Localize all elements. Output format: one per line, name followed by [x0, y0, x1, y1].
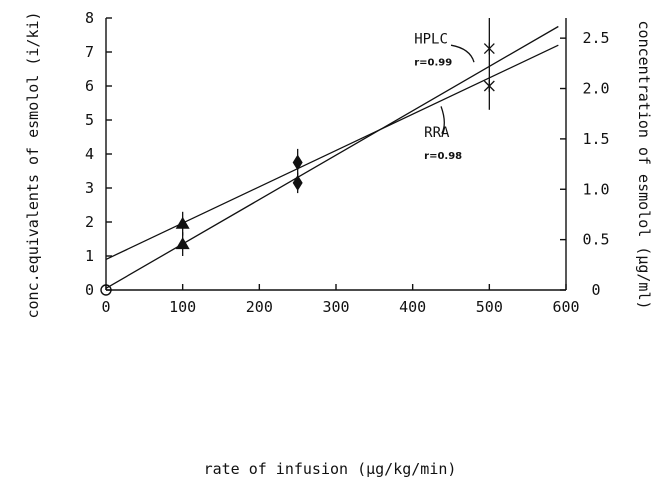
r-value-label-1: r=0.99	[414, 58, 452, 69]
fit-line-rra	[105, 44, 559, 260]
diamond-point-1	[292, 174, 303, 191]
x-tick-label-6: 600	[552, 298, 579, 316]
x-tick-label-0: 0	[101, 298, 110, 316]
y2-tick-label-0: 0	[591, 281, 600, 299]
diamond-point-0	[292, 154, 303, 171]
triangle-point-0	[175, 216, 190, 229]
ticks: 0 100 200 300 400 500 600 0 1 2 3 4 5 6 7 8 0 0.5 1.0 1.5 2.…	[85, 9, 610, 316]
x-tick-label-5: 500	[476, 298, 503, 316]
asterisk-point-0	[483, 42, 495, 55]
origin-point	[100, 284, 112, 296]
y-tick-label-6: 6	[85, 77, 94, 95]
series-label-hplc: HPLC	[414, 32, 448, 48]
x-tick-label-1: 100	[169, 298, 196, 316]
y2-axis-title: concentration of esmolol (µg/ml)	[635, 21, 653, 310]
x-axis-title: rate of infusion (µg/kg/min)	[204, 460, 457, 478]
y-axis-title: conc.equivalents of esmolol (i/ki)	[24, 11, 42, 318]
y2-tick-label-4: 2.0	[582, 80, 609, 98]
y-tick-label-5: 5	[85, 111, 94, 129]
y2-tick-label-5: 2.5	[582, 29, 609, 47]
annotations: HPLC r=0.99 RRA r=0.98	[414, 32, 475, 162]
y-tick-label-7: 7	[85, 43, 94, 61]
data-points	[100, 18, 495, 296]
hplc-leader	[450, 44, 475, 63]
y-tick-label-2: 2	[85, 213, 94, 231]
r-value-label-3: r=0.98	[424, 151, 462, 162]
y2-tick-label-1: 0.5	[582, 231, 609, 249]
y-tick-label-3: 3	[85, 179, 94, 197]
x-tick-label-4: 400	[399, 298, 426, 316]
y-tick-label-1: 1	[85, 247, 94, 265]
fit-line-hplc	[105, 25, 559, 289]
rra-leader	[440, 106, 445, 134]
y2-tick-label-3: 1.5	[582, 130, 609, 148]
triangle-point-1	[175, 237, 190, 250]
series-label-rra: RRA	[424, 125, 450, 141]
y-tick-label-0: 0	[85, 281, 94, 299]
y-tick-label-8: 8	[85, 9, 94, 27]
x-tick-label-3: 300	[322, 298, 349, 316]
x-tick-label-2: 200	[246, 298, 273, 316]
axes	[105, 18, 567, 291]
y2-tick-label-2: 1.0	[582, 180, 609, 198]
fit-lines	[105, 25, 559, 289]
y-tick-label-4: 4	[85, 145, 94, 163]
asterisk-point-1	[483, 80, 495, 92]
